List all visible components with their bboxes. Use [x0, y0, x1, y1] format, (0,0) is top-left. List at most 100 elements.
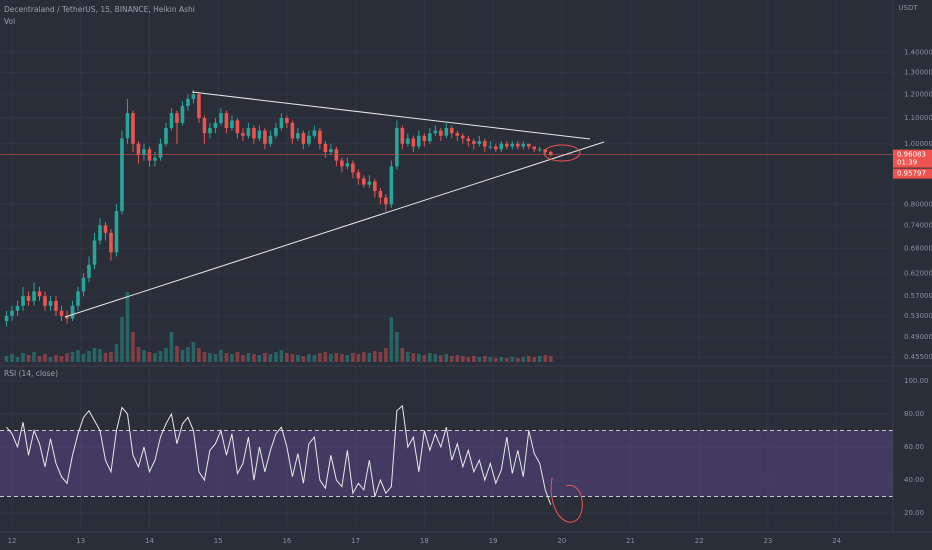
volume-bar: [461, 356, 465, 362]
candle-body: [433, 130, 438, 134]
candle-body: [367, 181, 372, 185]
volume-bar: [136, 347, 141, 362]
x-tick-label: 23: [763, 537, 772, 545]
volume-bar: [510, 357, 515, 362]
y-tick-label: 0.45500: [904, 353, 932, 361]
x-tick-label: 13: [76, 537, 85, 545]
candle-body: [472, 141, 476, 144]
candle-body: [312, 130, 317, 136]
candle-body: [351, 163, 355, 173]
volume-bar: [70, 352, 75, 362]
candle-body: [136, 143, 141, 155]
x-tick-label: 19: [489, 537, 498, 545]
volume-bar: [548, 356, 553, 362]
volume-bar: [43, 354, 47, 362]
volume-bar: [213, 354, 218, 362]
volume-bar: [505, 358, 509, 362]
y-tick-label: 0.62000: [904, 269, 932, 277]
price-label-box: [893, 149, 932, 168]
candle-body: [461, 135, 465, 139]
candle-body: [257, 130, 262, 139]
volume-bar: [175, 346, 179, 362]
candle-body: [48, 300, 53, 306]
y-tick-label: 1.40000: [904, 49, 932, 57]
y-tick-label: 20.00: [904, 509, 924, 517]
volume-bar: [466, 357, 471, 362]
candle-body: [175, 113, 179, 123]
candle-body: [515, 143, 520, 147]
volume-bar: [131, 332, 135, 362]
candle-body: [268, 135, 273, 144]
volume-bar: [433, 354, 438, 362]
candle-body: [32, 291, 36, 301]
volume-bar: [92, 348, 97, 362]
volume-bar: [48, 357, 53, 362]
volume-bar: [483, 356, 487, 362]
volume-bar: [307, 354, 311, 362]
volume-bar: [120, 317, 124, 362]
candle-body: [510, 143, 515, 147]
volume-bar: [87, 351, 91, 362]
y-tick-label: 0.74000: [904, 221, 932, 229]
candle-body: [494, 146, 498, 150]
candle-body: [466, 138, 471, 142]
y-tick-label: 100.00: [904, 377, 929, 385]
candle-body: [43, 296, 47, 306]
x-tick-label: 14: [145, 537, 154, 545]
volume-bar: [26, 355, 31, 362]
price-label: 0.96083: [897, 151, 926, 159]
y-tick-label: 80.00: [904, 410, 924, 418]
candle-body: [296, 133, 300, 139]
x-tick-label: 20: [557, 537, 566, 545]
y-tick-label: 1.10000: [904, 114, 932, 122]
volume-bar: [186, 347, 190, 362]
candle-body: [76, 291, 80, 306]
rsi-title: RSI (14, close): [4, 369, 58, 378]
volume-bar: [164, 348, 168, 362]
volume-bar: [450, 356, 454, 362]
candle-body: [202, 117, 207, 134]
volume-bar: [180, 350, 185, 362]
volume-bar: [439, 355, 443, 362]
volume-bar: [499, 357, 504, 362]
volume-bar: [378, 352, 383, 362]
volume-bar: [224, 353, 229, 362]
candle-body: [340, 160, 344, 167]
x-tick-label: 22: [695, 537, 704, 545]
volume-bar: [219, 350, 223, 362]
candle-body: [417, 135, 421, 147]
volume-bar: [526, 356, 531, 362]
x-tick-label: 24: [832, 537, 841, 545]
candle-body: [488, 146, 493, 148]
candle-body: [422, 135, 427, 142]
volume-bar: [340, 354, 344, 362]
volume-bar: [147, 352, 152, 362]
volume-bar: [356, 354, 361, 362]
y-tick-label: 1.20000: [904, 90, 932, 98]
volume-bar: [114, 344, 119, 362]
volume-bar: [301, 356, 306, 362]
volume-bar: [477, 357, 482, 362]
volume-bar: [455, 355, 460, 362]
candle-body: [279, 117, 284, 129]
volume-bar: [109, 352, 113, 362]
y-tick-label: 60.00: [904, 443, 924, 451]
candle-body: [92, 240, 97, 265]
candle-body: [125, 113, 130, 139]
candle-body: [450, 128, 454, 134]
candle-body: [114, 211, 119, 253]
candle-body: [21, 296, 25, 306]
volume-bar: [400, 348, 405, 362]
volume-bar: [169, 332, 174, 362]
y-tick-label: 0.68000: [904, 244, 932, 252]
candle-body: [26, 296, 31, 301]
y-tick-label: 40.00: [904, 476, 924, 484]
candle-body: [263, 130, 267, 144]
candle-body: [54, 300, 58, 311]
y-tick-label: 0.57000: [904, 292, 932, 300]
volume-bar: [373, 351, 377, 362]
volume-bar: [21, 353, 25, 362]
candle-body: [477, 141, 482, 144]
volume-bar: [329, 354, 333, 362]
candle-body: [10, 310, 14, 316]
